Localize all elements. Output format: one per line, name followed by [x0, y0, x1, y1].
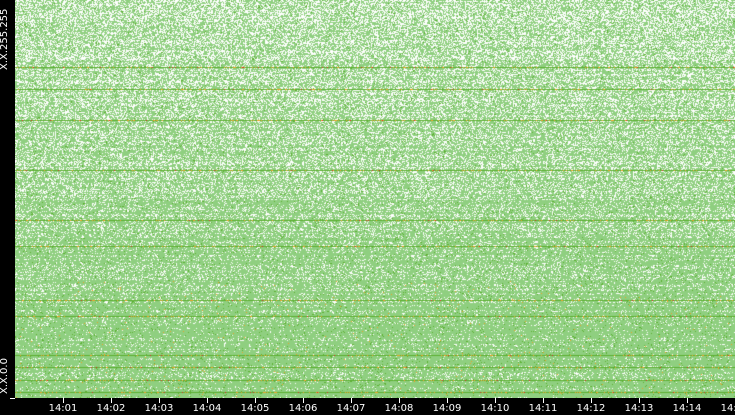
x-tick — [111, 398, 112, 403]
y-label-bottom: X.X.0.0 — [0, 358, 10, 394]
x-tick-label: 14:07 — [336, 403, 366, 414]
x-tick — [399, 398, 400, 403]
x-tick-label: 14:01 — [48, 403, 78, 414]
x-tick — [591, 398, 592, 403]
x-tick-label: 14:05 — [240, 403, 270, 414]
x-tick-label: 14:12 — [576, 403, 606, 414]
x-tick — [159, 398, 160, 403]
x-tick — [207, 398, 208, 403]
y-label-top: X.X.255.255 — [0, 8, 10, 70]
x-tick — [543, 398, 544, 403]
x-tick — [255, 398, 256, 403]
x-tick-label: 14:10 — [480, 403, 510, 414]
x-tick-label: 14:11 — [528, 403, 558, 414]
x-tick-label: 14:03 — [144, 403, 174, 414]
x-tick-label: 14:06 — [288, 403, 318, 414]
x-tick — [303, 398, 304, 403]
x-tick-label: 14:09 — [432, 403, 462, 414]
x-axis: 14:01 14:02 14:03 14:04 14:05 14:06 14:07 14:08… — [15, 398, 735, 415]
x-tick-label: 14:08 — [384, 403, 414, 414]
x-tick — [687, 398, 688, 403]
x-tick — [63, 398, 64, 403]
y-axis-mark-bottom — [10, 398, 15, 399]
x-tick-label: 14:14 — [672, 403, 702, 414]
x-tick — [495, 398, 496, 403]
x-tick-label: 14:13 — [624, 403, 654, 414]
x-tick-label: 14:02 — [96, 403, 126, 414]
x-tick — [639, 398, 640, 403]
traffic-heatmap — [15, 0, 735, 398]
x-tick-label: 14:15 — [720, 403, 735, 414]
x-tick — [447, 398, 448, 403]
x-tick-label: 14:04 — [192, 403, 222, 414]
x-tick — [351, 398, 352, 403]
